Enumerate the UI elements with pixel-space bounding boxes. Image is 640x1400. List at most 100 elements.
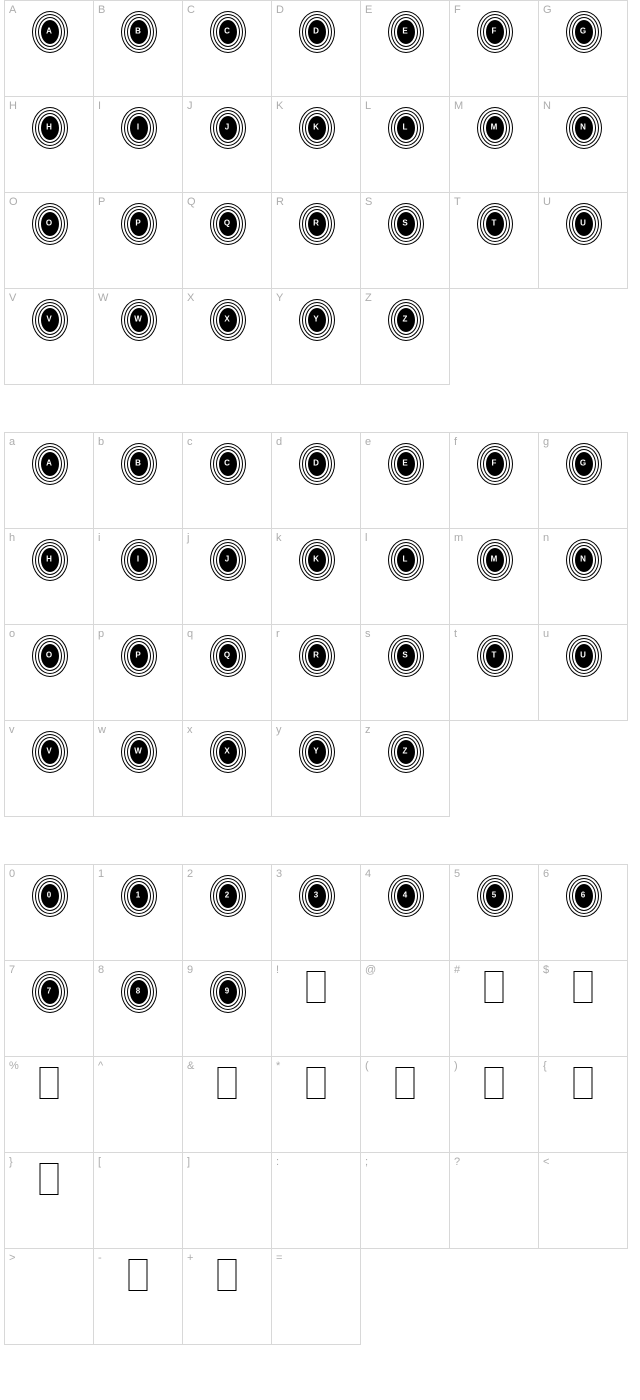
glyph-label: ( bbox=[365, 1060, 369, 1072]
glyph-label: u bbox=[543, 628, 549, 640]
glyph-wrap: I bbox=[121, 539, 155, 579]
glyph-inner-letter: B bbox=[135, 27, 141, 36]
glyph-cell: kK bbox=[271, 528, 361, 625]
glyph-inner-letter: 1 bbox=[136, 891, 140, 900]
glyph-wrap bbox=[40, 1163, 59, 1200]
glyph-inner-letter: A bbox=[46, 459, 52, 468]
glyph-label: r bbox=[276, 628, 280, 640]
glyph-row: OOPPQQRRSSTTUU bbox=[4, 192, 636, 288]
glyph-wrap: 3 bbox=[299, 875, 333, 915]
glyph-wrap: W bbox=[121, 299, 155, 339]
glyph-inner-letter: E bbox=[402, 459, 407, 468]
glyph-inner-letter: O bbox=[46, 651, 52, 660]
glyph-cell: hH bbox=[4, 528, 94, 625]
glyph-cell: ( bbox=[360, 1056, 450, 1153]
glyph-cell: 88 bbox=[93, 960, 183, 1057]
spiral-glyph: Z bbox=[388, 731, 422, 771]
glyph-cell: DD bbox=[271, 0, 361, 97]
glyph-wrap: H bbox=[32, 107, 66, 147]
glyph-inner-letter: V bbox=[46, 747, 51, 756]
glyph-wrap bbox=[574, 1067, 593, 1104]
glyph-label: Y bbox=[276, 292, 283, 304]
spiral-glyph: P bbox=[121, 635, 155, 675]
glyph-label: H bbox=[9, 100, 17, 112]
glyph-cell: 66 bbox=[538, 864, 628, 961]
glyph-cell: # bbox=[449, 960, 539, 1057]
glyph-cell: 22 bbox=[182, 864, 272, 961]
glyph-label: h bbox=[9, 532, 15, 544]
glyph-cell: ) bbox=[449, 1056, 539, 1153]
spiral-glyph: R bbox=[299, 635, 333, 675]
spiral-glyph: 2 bbox=[210, 875, 244, 915]
glyph-inner-letter: D bbox=[313, 27, 319, 36]
glyph-label: ! bbox=[276, 964, 279, 976]
glyph-wrap: M bbox=[477, 539, 511, 579]
spiral-glyph: N bbox=[566, 539, 600, 579]
glyph-inner-letter: V bbox=[46, 315, 51, 324]
glyph-wrap: K bbox=[299, 539, 333, 579]
spiral-glyph: K bbox=[299, 107, 333, 147]
glyph-wrap: O bbox=[32, 635, 66, 675]
glyph-inner-letter: 7 bbox=[47, 987, 51, 996]
glyph-wrap: C bbox=[210, 443, 244, 483]
glyph-inner-letter: L bbox=[403, 555, 408, 564]
glyph-label: J bbox=[187, 100, 193, 112]
spiral-glyph: 9 bbox=[210, 971, 244, 1011]
glyph-label: Z bbox=[365, 292, 372, 304]
glyph-label: = bbox=[276, 1252, 282, 1264]
glyph-inner-letter: S bbox=[402, 651, 407, 660]
spiral-glyph: C bbox=[210, 443, 244, 483]
glyph-inner-letter: Z bbox=[403, 315, 408, 324]
glyph-wrap: 1 bbox=[121, 875, 155, 915]
glyph-cell: YY bbox=[271, 288, 361, 385]
glyph-label: I bbox=[98, 100, 101, 112]
glyph-label: ) bbox=[454, 1060, 458, 1072]
glyph-cell: eE bbox=[360, 432, 450, 529]
glyph-cell: HH bbox=[4, 96, 94, 193]
glyph-inner-letter: H bbox=[46, 123, 52, 132]
glyph-inner-letter: N bbox=[580, 555, 586, 564]
blank-cell bbox=[449, 1248, 539, 1345]
glyph-row: oOpPqQrRsStTuU bbox=[4, 624, 636, 720]
box-glyph bbox=[485, 1067, 504, 1099]
spiral-glyph: H bbox=[32, 539, 66, 579]
spiral-glyph: X bbox=[210, 731, 244, 771]
glyph-label: : bbox=[276, 1156, 279, 1168]
glyph-inner-letter: T bbox=[492, 651, 497, 660]
glyph-cell: II bbox=[93, 96, 183, 193]
glyph-inner-letter: B bbox=[135, 459, 141, 468]
glyph-inner-letter: X bbox=[224, 315, 229, 324]
glyph-label: i bbox=[98, 532, 100, 544]
glyph-wrap: P bbox=[121, 203, 155, 243]
glyph-wrap: T bbox=[477, 635, 511, 675]
glyph-cell: gG bbox=[538, 432, 628, 529]
glyph-cell: xX bbox=[182, 720, 272, 817]
glyph-wrap bbox=[218, 1259, 237, 1296]
spiral-glyph: 3 bbox=[299, 875, 333, 915]
glyph-wrap: X bbox=[210, 299, 244, 339]
glyph-label: 9 bbox=[187, 964, 193, 976]
glyph-label: j bbox=[187, 532, 189, 544]
glyph-cell: CC bbox=[182, 0, 272, 97]
glyph-wrap: C bbox=[210, 11, 244, 51]
glyph-cell: < bbox=[538, 1152, 628, 1249]
glyph-label: * bbox=[276, 1060, 280, 1072]
glyph-label: a bbox=[9, 436, 15, 448]
glyph-label: U bbox=[543, 196, 551, 208]
glyph-wrap: B bbox=[121, 443, 155, 483]
spiral-glyph: 0 bbox=[32, 875, 66, 915]
glyph-label: g bbox=[543, 436, 549, 448]
glyph-cell: QQ bbox=[182, 192, 272, 289]
glyph-label: & bbox=[187, 1060, 194, 1072]
glyph-label: } bbox=[9, 1156, 13, 1168]
glyph-cell: 33 bbox=[271, 864, 361, 961]
glyph-inner-letter: G bbox=[580, 27, 586, 36]
glyph-wrap bbox=[396, 1067, 415, 1104]
blank-cell bbox=[538, 1248, 628, 1345]
glyph-cell: RR bbox=[271, 192, 361, 289]
glyph-label: G bbox=[543, 4, 552, 16]
spiral-glyph: 1 bbox=[121, 875, 155, 915]
glyph-label: ; bbox=[365, 1156, 368, 1168]
spiral-glyph: T bbox=[477, 635, 511, 675]
spiral-glyph: L bbox=[388, 539, 422, 579]
